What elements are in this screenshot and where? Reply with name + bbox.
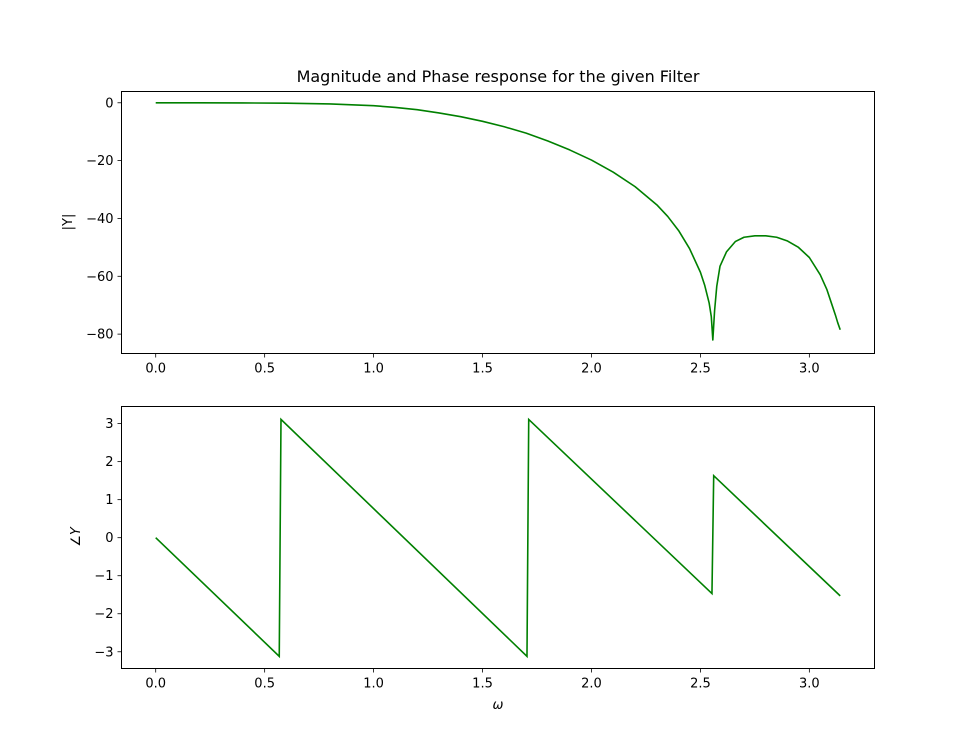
phase-y-tick-label: −1: [94, 569, 113, 584]
magnitude-x-tick-label: 1.0: [363, 362, 384, 377]
phase-y-tick-label: 3: [105, 417, 113, 432]
phase-axes-frame: [121, 406, 875, 669]
phase-x-tick-label: 0.0: [145, 677, 166, 692]
magnitude-subplot: Magnitude and Phase response for the giv…: [61, 67, 875, 377]
magnitude-y-tick-label: −20: [86, 154, 113, 169]
magnitude-x-tick-label: 0.5: [254, 362, 275, 377]
magnitude-ticks: 0.0 0.5 1.0 1.5 2.0 2.5 3.0 0 −20 −40 −60 −80: [86, 96, 820, 376]
magnitude-series-line: [155, 101, 841, 341]
phase-x-tick-label: 0.5: [254, 677, 275, 692]
phase-x-tick-label: 3.0: [799, 677, 820, 692]
magnitude-axes-frame: [121, 91, 875, 354]
chart-title: Magnitude and Phase response for the giv…: [297, 67, 700, 86]
magnitude-y-tick-label: −60: [86, 270, 113, 285]
phase-y-tick-label: −2: [94, 607, 113, 622]
phase-y-tick-label: 1: [105, 493, 113, 508]
phase-subplot: ∠Y ω 0.0 0.5 1.0 1.5 2.0 2.5 3.0 3 2 1 0 −1 −2 −3: [69, 406, 875, 713]
magnitude-y-axis-label: |Y|: [61, 214, 76, 231]
phase-x-axis-label: ω: [493, 698, 504, 713]
magnitude-x-tick-label: 2.5: [690, 362, 711, 377]
phase-ticks: 0.0 0.5 1.0 1.5 2.0 2.5 3.0 3 2 1 0 −1 −2 −3: [94, 417, 819, 691]
phase-x-tick-label: 1.0: [363, 677, 384, 692]
magnitude-x-tick-label: 0.0: [145, 362, 166, 377]
phase-x-tick-label: 2.5: [690, 677, 711, 692]
magnitude-x-tick-label: 2.0: [581, 362, 602, 377]
phase-x-tick-label: 1.5: [472, 677, 493, 692]
magnitude-y-tick-label: −80: [86, 328, 113, 343]
magnitude-y-tick-label: 0: [105, 96, 113, 111]
phase-y-tick-label: 2: [105, 455, 113, 470]
magnitude-y-tick-label: −40: [86, 212, 113, 227]
phase-y-tick-label: 0: [105, 531, 113, 546]
phase-y-axis-label: ∠Y: [69, 526, 84, 547]
phase-y-tick-label: −3: [94, 645, 113, 660]
magnitude-x-tick-label: 3.0: [799, 362, 820, 377]
phase-series-line: [155, 417, 841, 659]
magnitude-x-tick-label: 1.5: [472, 362, 493, 377]
phase-x-tick-label: 2.0: [581, 677, 602, 692]
